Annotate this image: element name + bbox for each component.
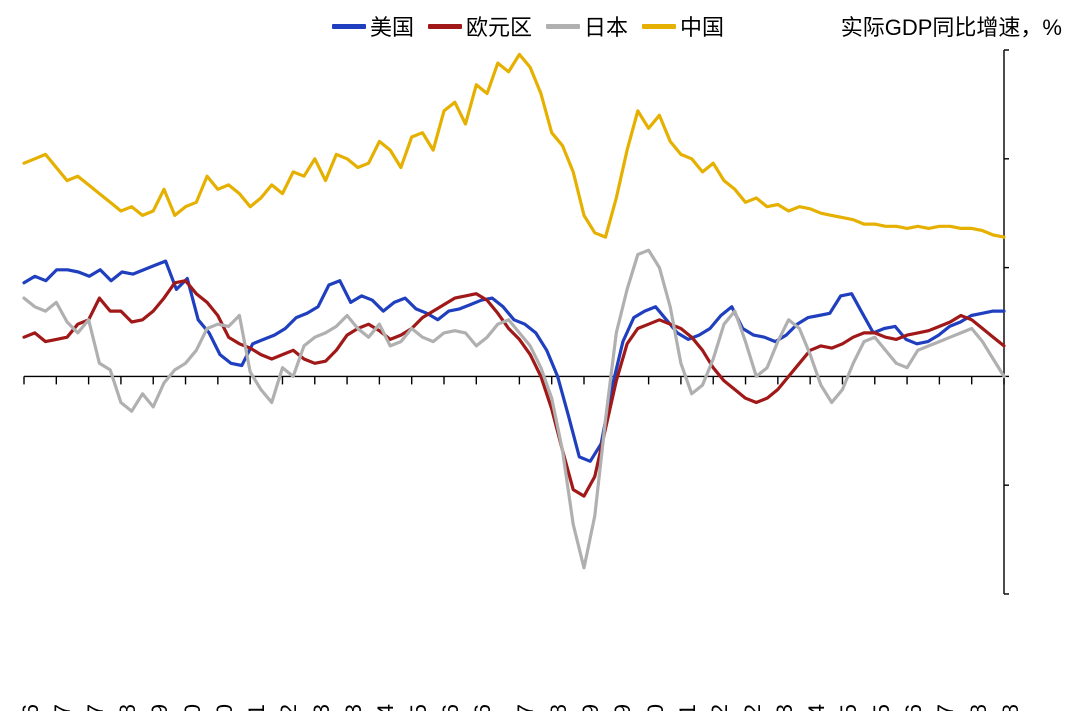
x-tick-label: Sep-01: [244, 704, 270, 711]
x-tick-label: Dec-06: [470, 704, 496, 711]
x-tick-label: Sep-04: [373, 704, 399, 711]
x-tick-label: Sep-07: [513, 704, 539, 711]
x-tick-label: Sep-98: [115, 704, 141, 711]
x-tick-label: Mar-03: [309, 704, 335, 711]
x-tick-label: Mar-06: [438, 704, 464, 711]
x-tick-label: Jun-96: [18, 704, 44, 711]
x-tick-label: Mar-97: [50, 704, 76, 711]
x-tick-label: Mar-12: [707, 704, 733, 711]
x-tick-label: Sep-16: [901, 704, 927, 711]
x-tick-label: Dec-03: [341, 704, 367, 711]
x-tick-label: Dec-09: [610, 704, 636, 711]
gdp-chart: 美国欧元区日本中国 实际GDP同比增速，% -10-5051015 Jun-96…: [0, 0, 1080, 711]
x-tick-label: Mar-18: [966, 704, 992, 711]
x-tick-label: Dec-18: [998, 704, 1024, 711]
x-tick-label: Dec-15: [869, 704, 895, 711]
x-tick-label: Jun-11: [675, 704, 701, 711]
x-tick-label: Jun-05: [406, 704, 432, 711]
x-tick-label: Mar-09: [578, 704, 604, 711]
x-axis-labels: Jun-96 Mar-97 Dec-97 Sep-98 Jun-99 Mar-00 Dec-…: [0, 0, 1080, 711]
x-tick-label: Jun-17: [933, 704, 959, 711]
x-tick-label: Sep-10: [643, 704, 669, 711]
x-tick-label: Sep-13: [772, 704, 798, 711]
x-tick-label: Jun-99: [147, 704, 173, 711]
x-tick-label: Mar-15: [836, 704, 862, 711]
x-tick-label: Dec-00: [212, 704, 238, 711]
x-tick-label: Mar-00: [180, 704, 206, 711]
x-tick-label: Jun-08: [546, 704, 572, 711]
x-tick-label: Dec-97: [83, 704, 109, 711]
x-tick-label: Jun-14: [804, 704, 830, 711]
x-tick-label: Jun-02: [276, 704, 302, 711]
x-tick-label: Dec-12: [740, 704, 766, 711]
